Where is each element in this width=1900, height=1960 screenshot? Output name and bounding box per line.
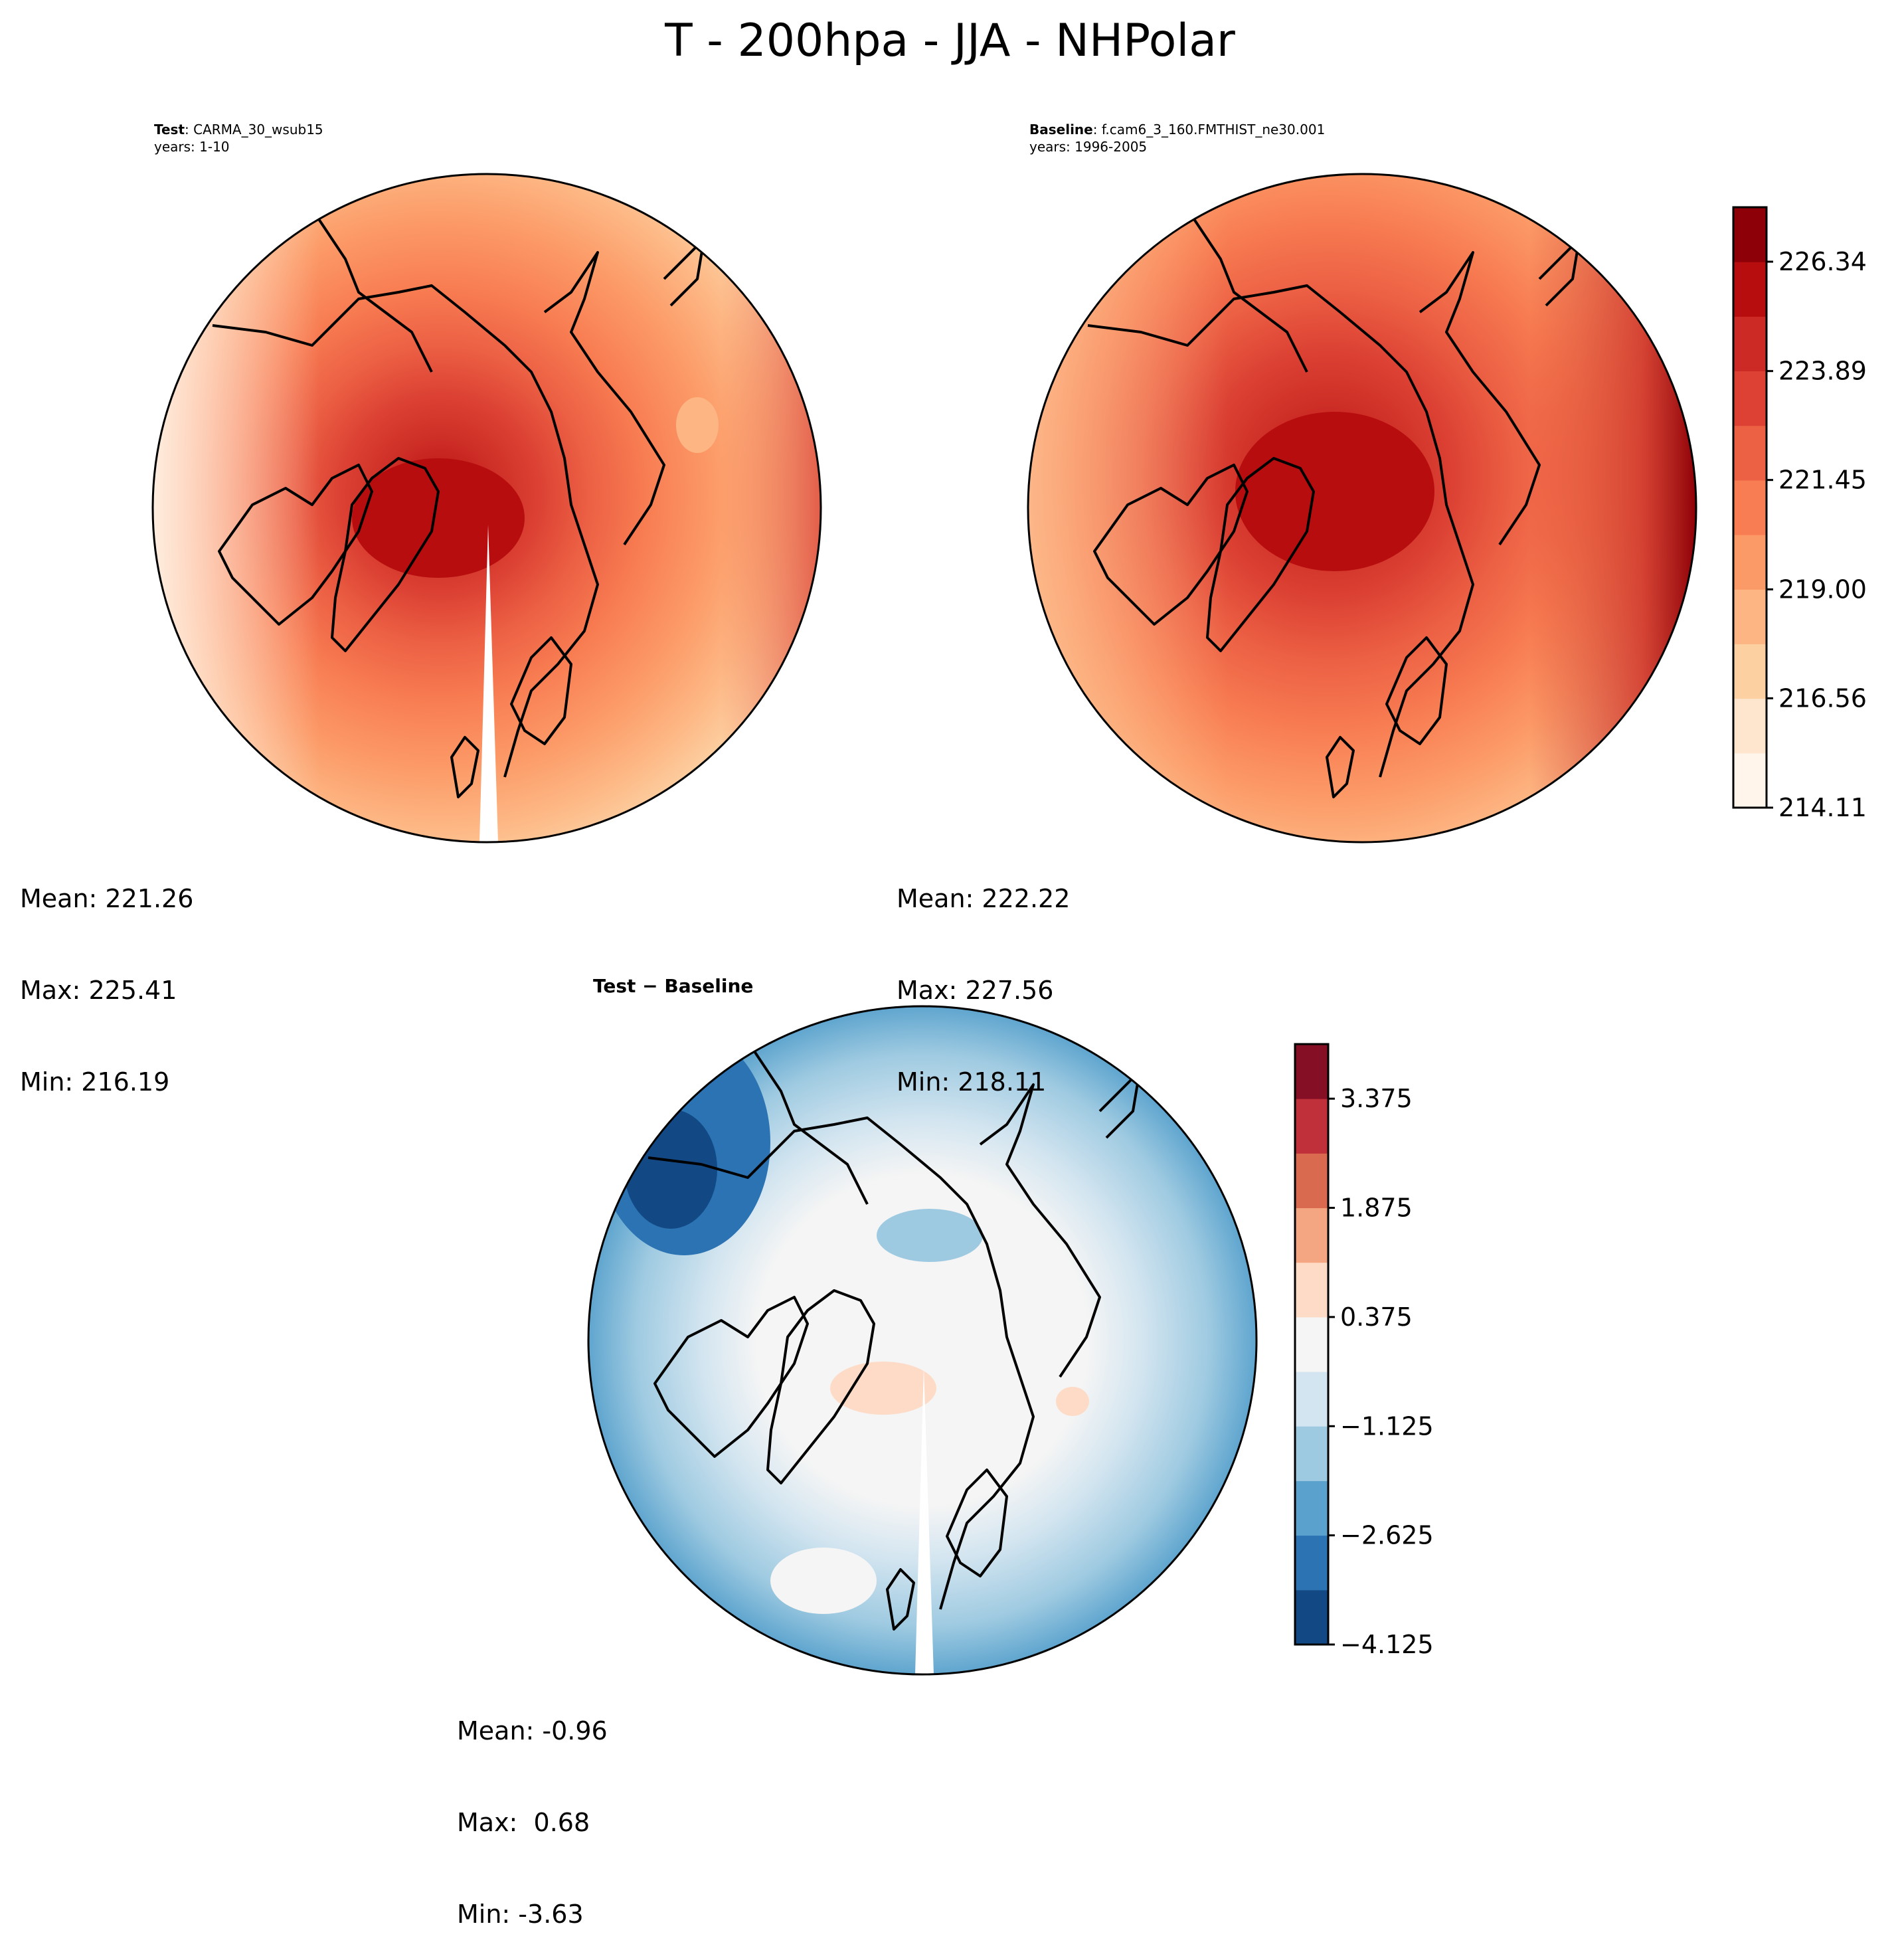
test-max: Max: 225.41 <box>20 976 177 1005</box>
difference-colorbar-level-0 <box>1295 1589 1328 1645</box>
test-case-name: CARMA_30_wsub15 <box>193 122 323 137</box>
temperature-colorbar-level-4 <box>1733 535 1767 590</box>
difference-cool-patch-north <box>877 1209 983 1262</box>
baseline-coast-russia-east <box>1419 251 1541 546</box>
difference-neutral-patch-south <box>770 1548 877 1614</box>
baseline-min: Min: 218.11 <box>897 1067 1047 1097</box>
maps-canvas <box>151 173 1697 1676</box>
temperature-colorbar-tick-label-3: 221.45 <box>1778 466 1867 495</box>
difference-colorbar: −4.125 −2.625 −1.125 0.375 1.875 3.375 <box>1294 1043 1434 1659</box>
baseline-mean: Mean: 222.22 <box>897 884 1071 913</box>
test-coast-russia-east <box>543 251 665 546</box>
test-map <box>151 173 822 844</box>
baseline-coast-greenland <box>1206 457 1315 652</box>
difference-map-border <box>587 1005 1258 1676</box>
temperature-colorbar-level-10 <box>1733 207 1767 262</box>
difference-colorbar-level-6 <box>1295 1262 1328 1318</box>
difference-map <box>587 1005 1258 1676</box>
difference-coast-uk <box>886 1568 915 1631</box>
difference-min: Min: -3.63 <box>457 1900 584 1929</box>
test-coast-eurasia <box>212 284 599 778</box>
difference-colorbar-tick-label-5: 3.375 <box>1340 1084 1413 1113</box>
temperature-colorbar-level-1 <box>1733 698 1767 754</box>
temperature-colorbar-level-7 <box>1733 371 1767 426</box>
difference-title: Test − Baseline <box>593 975 754 997</box>
test-years: years: 1-10 <box>154 139 230 155</box>
test-coast-uk <box>450 736 479 798</box>
temperature-colorbar-tick-label-4: 223.89 <box>1778 357 1867 386</box>
baseline-map <box>1027 173 1697 844</box>
difference-coast-russia-east <box>979 1083 1101 1378</box>
temperature-colorbar-level-0 <box>1733 753 1767 808</box>
difference-warm-patch-east <box>1056 1387 1089 1416</box>
difference-colorbar-level-8 <box>1295 1153 1328 1209</box>
baseline-coast-scandinavia <box>1385 636 1448 745</box>
difference-colorbar-level-7 <box>1295 1207 1328 1263</box>
temperature-colorbar: 214.11 216.56 219.00 221.45 223.89 226.34 <box>1732 206 1867 822</box>
test-coast-greenland <box>331 457 440 652</box>
difference-coast-scandinavia <box>946 1469 1008 1577</box>
figure-title: T - 200hpa - JJA - NHPolar <box>665 15 1235 67</box>
temperature-colorbar-tick-label-5: 226.34 <box>1778 247 1867 276</box>
difference-warm-patch-center <box>830 1362 936 1415</box>
difference-colorbar-tick-label-3: 0.375 <box>1340 1302 1413 1332</box>
difference-coast-canada <box>653 1296 809 1458</box>
difference-max: Max: 0.68 <box>457 1808 590 1837</box>
baseline-coast-uk <box>1326 736 1355 798</box>
difference-coast-greenland <box>766 1289 875 1484</box>
difference-colorbar-frame <box>1294 1043 1330 1646</box>
baseline-coast-eurasia <box>1087 284 1474 778</box>
baseline-panel-header: Baseline: f.cam6_3_160.FMTHIST_ne30.001 … <box>1029 122 1326 155</box>
difference-colorbar-level-3 <box>1295 1426 1328 1481</box>
baseline-stats: Mean: 222.22 Max: 227.56 Min: 218.11 <box>897 822 1070 1128</box>
difference-colorbar-tick-label-1: −2.625 <box>1340 1521 1434 1550</box>
temperature-colorbar-frame <box>1732 206 1768 809</box>
test-coast-canada <box>218 464 373 626</box>
difference-colorbar-tick-label-2: −1.125 <box>1340 1411 1434 1441</box>
baseline-label: Baseline <box>1029 122 1093 137</box>
temperature-colorbar-level-9 <box>1733 262 1767 317</box>
difference-colorbar-tick-label-4: 1.875 <box>1340 1194 1413 1223</box>
test-map-border <box>151 173 822 844</box>
difference-mean: Mean: -0.96 <box>457 1716 608 1745</box>
test-data-gap <box>479 525 498 842</box>
temperature-colorbar-level-3 <box>1733 589 1767 644</box>
temperature-colorbar-level-8 <box>1733 316 1767 372</box>
difference-colorbar-level-4 <box>1295 1372 1328 1427</box>
temperature-colorbar-level-2 <box>1733 644 1767 699</box>
temperature-colorbar-tick-label-0: 214.11 <box>1778 793 1867 822</box>
test-local-min <box>676 397 719 453</box>
temperature-colorbar-level-6 <box>1733 425 1767 481</box>
baseline-map-border <box>1027 173 1697 844</box>
baseline-coast-canada <box>1093 464 1249 626</box>
test-coast-scandinavia <box>510 636 572 745</box>
difference-data-gap <box>915 1368 934 1674</box>
temperature-colorbar-level-5 <box>1733 480 1767 535</box>
difference-colorbar-level-9 <box>1295 1099 1328 1154</box>
baseline-case-name: f.cam6_3_160.FMTHIST_ne30.001 <box>1101 122 1326 137</box>
temperature-colorbar-tick-label-2: 219.00 <box>1778 575 1867 604</box>
difference-min-core <box>624 1109 717 1229</box>
difference-stats: Mean: -0.96 Max: 0.68 Min: -3.63 <box>457 1654 608 1960</box>
difference-coast-eurasia <box>648 1116 1035 1610</box>
difference-colorbar-level-1 <box>1295 1535 1328 1591</box>
test-coastlines <box>212 198 705 798</box>
test-panel-header: Test: CARMA_30_wsub15 years: 1-10 <box>154 122 323 155</box>
test-warm-core <box>352 458 525 578</box>
test-stats: Mean: 221.26 Max: 225.41 Min: 216.19 <box>20 822 193 1128</box>
difference-colorbar-level-2 <box>1295 1480 1328 1536</box>
test-mean: Mean: 221.26 <box>20 884 194 913</box>
test-min: Min: 216.19 <box>20 1067 170 1097</box>
baseline-years: years: 1996-2005 <box>1029 139 1148 155</box>
test-label: Test <box>154 122 185 137</box>
baseline-max: Max: 227.56 <box>897 976 1054 1005</box>
baseline-warm-core <box>1235 412 1434 571</box>
temperature-colorbar-tick-label-1: 216.56 <box>1778 683 1867 713</box>
difference-colorbar-level-10 <box>1295 1044 1328 1099</box>
difference-colorbar-level-5 <box>1295 1316 1328 1372</box>
difference-colorbar-tick-label-0: −4.125 <box>1340 1630 1434 1659</box>
